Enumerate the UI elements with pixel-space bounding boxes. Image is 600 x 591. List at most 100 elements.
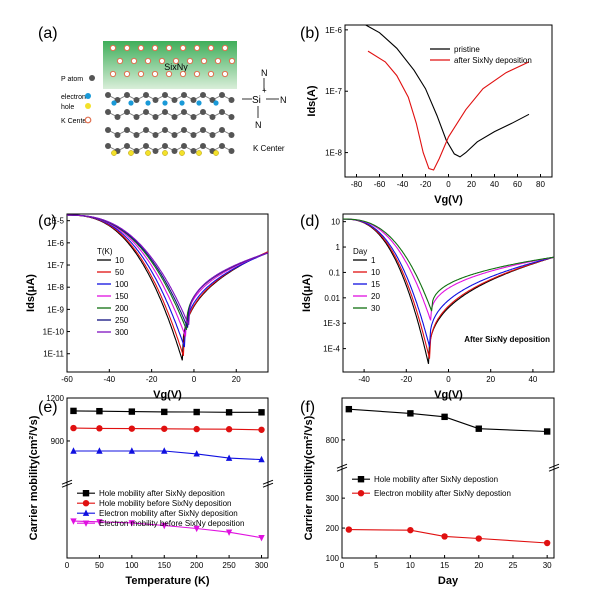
- x-tick-label: 0: [446, 180, 451, 189]
- p-atom: [162, 127, 168, 133]
- y-tick-label: 300: [326, 494, 340, 503]
- series-line: [348, 408, 548, 433]
- legend-label: 250: [115, 316, 129, 325]
- x-tick-label: -20: [146, 375, 158, 384]
- y-axis-label: Ids(μA): [25, 274, 37, 312]
- y-tick-label: 1E-6: [47, 239, 64, 248]
- x-tick-label: 250: [222, 561, 236, 570]
- y-tick-label: 1E-7: [325, 87, 342, 96]
- p-atom: [190, 148, 197, 154]
- data-point: [161, 447, 168, 454]
- axis-break-mark: [548, 463, 560, 469]
- x-tick-label: -40: [397, 180, 409, 189]
- legend-label: Hole mobility after SixNy depostion: [374, 475, 498, 484]
- hole-dot: [145, 150, 151, 156]
- p-atom: [124, 127, 130, 133]
- k-center-dot: [109, 70, 117, 78]
- center-charge: +: [262, 86, 267, 95]
- axis-break-mark: [336, 463, 348, 469]
- legend-label: 150: [115, 292, 129, 301]
- x-tick-label: 20: [474, 561, 483, 570]
- data-point: [161, 425, 168, 432]
- p-atom: [152, 114, 159, 120]
- y-axis-label: Ids(μA): [301, 274, 313, 312]
- data-point: [441, 533, 448, 540]
- data-point: [128, 425, 136, 432]
- film-label: SixNy: [164, 62, 188, 72]
- p-atom: [228, 114, 235, 120]
- k-center-dot: [200, 57, 208, 65]
- data-point: [70, 447, 77, 454]
- y-tick-label: 1200: [46, 394, 64, 403]
- legend-a-label: P atom: [61, 76, 83, 83]
- panel-a-label: (a): [38, 25, 58, 42]
- x-tick-label: 20: [486, 375, 495, 384]
- p-atom: [200, 92, 206, 98]
- series-line: [67, 214, 269, 337]
- panel-e-label: (e): [38, 399, 58, 416]
- p-atom: [105, 92, 111, 98]
- data-point: [258, 455, 265, 463]
- y-tick-label: 800: [326, 436, 340, 445]
- x-tick-label: -40: [104, 375, 116, 384]
- series-line: [343, 218, 555, 321]
- legend-label: Hole mobility after SixNy deposition: [99, 489, 225, 498]
- legend-label: 50: [115, 268, 124, 277]
- k-center-dot: [137, 44, 145, 52]
- data-point: [82, 490, 90, 497]
- k-center-dot: [123, 44, 131, 52]
- k-center-dot: [109, 44, 117, 52]
- axis-break-mark: [336, 466, 348, 472]
- y-tick-label: 1E-8: [325, 149, 342, 158]
- p-atom: [143, 127, 149, 133]
- k-center-dot: [186, 57, 194, 65]
- data-point: [258, 535, 265, 542]
- legend-title: T(K): [97, 247, 113, 256]
- k-center-dot: [137, 70, 145, 78]
- axis-break-mark: [548, 466, 560, 472]
- p-atom: [133, 132, 140, 138]
- k-center-dot: [151, 70, 159, 78]
- legend-label: 200: [115, 304, 129, 313]
- p-atom: [143, 92, 149, 98]
- p-atom: [114, 114, 121, 120]
- legend-title: Day: [353, 247, 367, 256]
- y-tick-label: 0.01: [324, 294, 340, 303]
- k-center-dot: [221, 44, 229, 52]
- legend-label: 300: [115, 328, 129, 337]
- x-tick-label: 0: [192, 375, 197, 384]
- data-point: [82, 500, 90, 507]
- p-atom: [181, 143, 187, 149]
- x-tick-label: 5: [374, 561, 379, 570]
- chart-e: (e) 0 50 100 150 200 250 300 Temperature (K) 900 1…: [28, 394, 274, 587]
- legend-a-swatch: [84, 116, 92, 124]
- plot-frame: [66, 213, 269, 373]
- hole-dot: [162, 150, 168, 156]
- data-point: [225, 426, 233, 433]
- k-center-dot: [179, 70, 187, 78]
- data-point: [357, 490, 365, 497]
- chart-d: (d) -40 -20 0 20 40 Vg(V) 1E-4 1E-3 0.01 0.1 1 10 Ids…: [300, 213, 555, 401]
- y-axis-label: Carrier mobility(cm²/Vs): [303, 415, 315, 540]
- axis-break-mark: [262, 482, 274, 488]
- y-tick-label: 1E-7: [47, 261, 64, 270]
- data-point: [82, 509, 90, 516]
- p-atom: [200, 143, 206, 149]
- electron-dot: [196, 100, 202, 106]
- k-center-dot: [214, 57, 222, 65]
- data-point: [96, 407, 103, 415]
- x-tick-label: 50: [95, 561, 104, 570]
- chart-f: (f) 0 5 10 15 20 25 30 Day 100 200 300 800 Carrier mo…: [300, 397, 560, 587]
- y-tick-label: 1E-10: [43, 328, 65, 337]
- data-point: [543, 539, 551, 547]
- legend-a-label: hole: [61, 104, 74, 111]
- x-tick-label: 30: [543, 561, 552, 570]
- p-atom: [152, 132, 159, 138]
- p-atom: [200, 109, 206, 115]
- k-center-dot: [123, 70, 131, 78]
- k-center-dot: [228, 57, 236, 65]
- axis-break-mark: [61, 482, 73, 488]
- k-center-dot: [221, 70, 229, 78]
- p-atom: [181, 127, 187, 133]
- charts-layer: (b) -80 -60 -40 -20 0 20 40 60 80 Vg(V) 1E-8 1E-7 1E-…: [25, 24, 560, 587]
